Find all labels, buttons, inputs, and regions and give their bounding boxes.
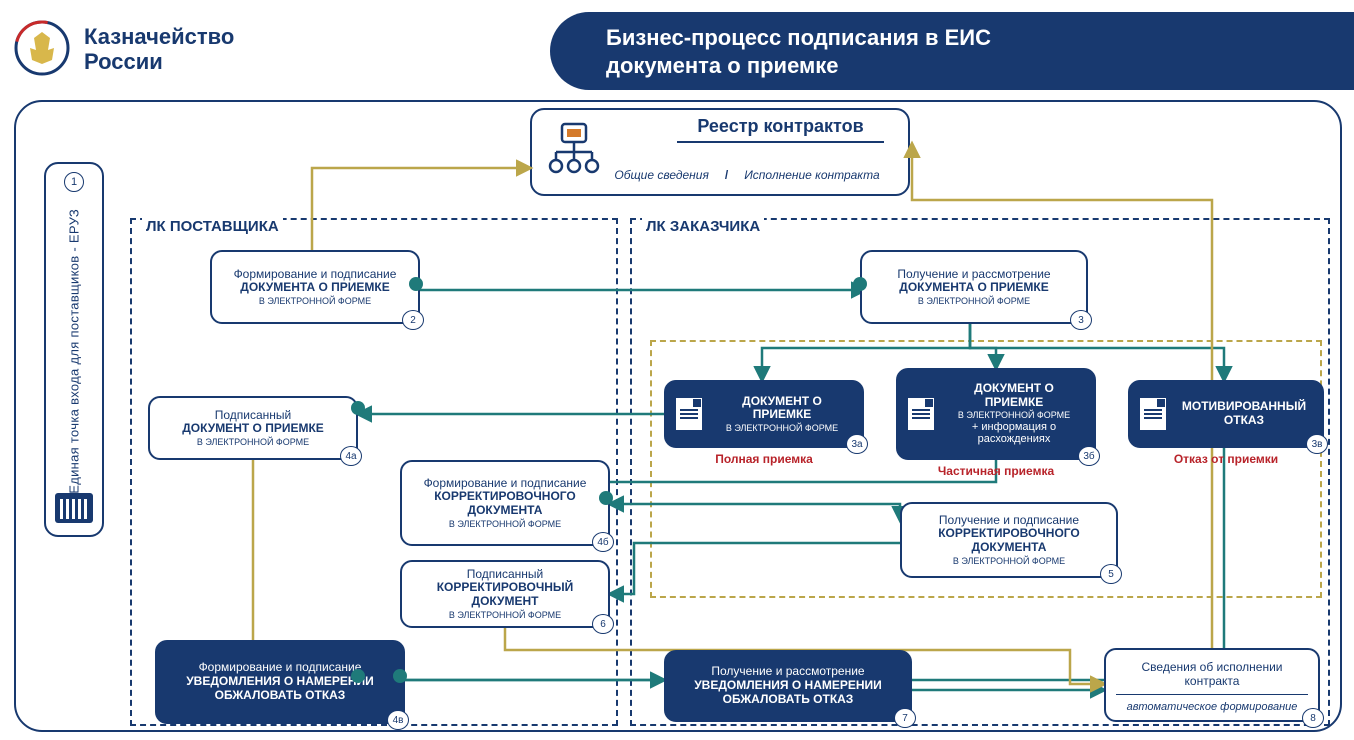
title-line2: документа о приемке: [606, 52, 1324, 80]
node-n5: Получение и подписаниеКОРРЕКТИРОВОЧНОГО …: [900, 502, 1118, 578]
node-n3a: ДОКУМЕНТ О ПРИЕМКЕВ ЭЛЕКТРОННОЙ ФОРМЕ: [664, 380, 864, 448]
panel-supplier-title: ЛК ПОСТАВЩИКА: [142, 218, 283, 235]
registry-sub2: Исполнение контракта: [744, 168, 879, 182]
system-icon: [548, 122, 600, 178]
connector-dot: [853, 277, 867, 291]
document-icon: [908, 398, 934, 430]
node-n6: ПодписанныйКОРРЕКТИРОВОЧНЫЙ ДОКУМЕНТВ ЭЛ…: [400, 560, 610, 628]
connector-dot: [351, 401, 365, 415]
connector-dot: [599, 491, 613, 505]
node-n8: Сведения об исполнении контрактаавтомати…: [1104, 648, 1320, 722]
registry-title: Реестр контрактов: [677, 116, 884, 143]
node-number: 5: [1100, 564, 1122, 584]
org-line1: Казначейство: [84, 24, 234, 49]
document-icon: [1140, 398, 1166, 430]
node-number: 7: [894, 708, 916, 728]
org-name: Казначейство России: [84, 24, 234, 75]
sidebar-label: Единая точка входа для поставщиков - ЕРУ…: [67, 209, 82, 494]
node-n3: Получение и рассмотрениеДОКУМЕНТА О ПРИЕ…: [860, 250, 1088, 324]
title-line1: Бизнес-процесс подписания в ЕИС: [606, 24, 1324, 52]
title-band: Бизнес-процесс подписания в ЕИС документ…: [550, 12, 1354, 90]
node-n3v: МОТИВИРОВАННЫЙ ОТКАЗ: [1128, 380, 1324, 448]
sidebar-entry-point: 1 Единая точка входа для поставщиков - Е…: [44, 162, 104, 537]
logo-emblem: [14, 20, 70, 76]
header: Казначейство России Бизнес-процесс подпи…: [0, 0, 1354, 90]
node-n4a: ПодписанныйДОКУМЕНТ О ПРИЕМКЕВ ЭЛЕКТРОНН…: [148, 396, 358, 460]
node-number: 6: [592, 614, 614, 634]
panel-customer-title: ЛК ЗАКАЗЧИКА: [642, 218, 764, 235]
node-number: 4б: [592, 532, 614, 552]
node-caption: Отказ от приемки: [1128, 452, 1324, 466]
registry-sep: /: [725, 168, 728, 182]
org-line2: России: [84, 49, 234, 74]
document-icon: [676, 398, 702, 430]
node-number: 4а: [340, 446, 362, 466]
connector-dot: [351, 669, 365, 683]
registry-sub: Общие сведения / Исполнение контракта: [606, 168, 888, 182]
sidebar-num: 1: [64, 172, 84, 192]
node-n2: Формирование и подписаниеДОКУМЕНТА О ПРИ…: [210, 250, 420, 324]
node-n4b: Формирование и подписаниеКОРРЕКТИРОВОЧНО…: [400, 460, 610, 546]
people-icon: [55, 493, 93, 523]
node-number: 4в: [387, 710, 409, 730]
node-number: 3в: [1306, 434, 1328, 454]
node-number: 3б: [1078, 446, 1100, 466]
node-n7: Получение и рассмотрениеУВЕДОМЛЕНИЯ О НА…: [664, 650, 912, 722]
node-number: 2: [402, 310, 424, 330]
node-n4v: Формирование и подписаниеУВЕДОМЛЕНИЯ О Н…: [155, 640, 405, 724]
registry-sub1: Общие сведения: [614, 168, 709, 182]
node-number: 3: [1070, 310, 1092, 330]
node-number: 8: [1302, 708, 1324, 728]
node-n3b: ДОКУМЕНТ О ПРИЕМКЕВ ЭЛЕКТРОННОЙ ФОРМЕ+ и…: [896, 368, 1096, 460]
connector-dot: [393, 669, 407, 683]
node-caption: Полная приемка: [664, 452, 864, 466]
connector-dot: [409, 277, 423, 291]
node-caption: Частичная приемка: [896, 464, 1096, 478]
registry-block: Реестр контрактов Общие сведения / Испол…: [530, 108, 910, 196]
node-number: 3а: [846, 434, 868, 454]
